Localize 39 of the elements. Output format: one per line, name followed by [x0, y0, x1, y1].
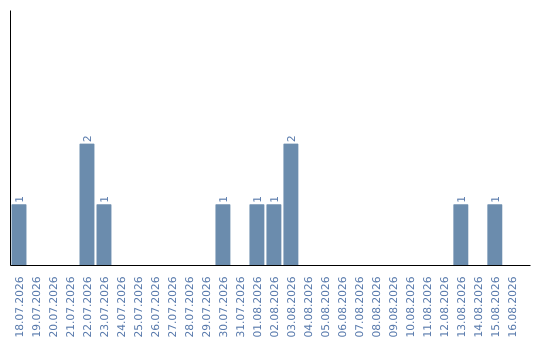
x-tick-label: 19.07.2026: [30, 276, 43, 338]
data-label: 2: [80, 135, 94, 142]
x-tick-label: 29.07.2026: [200, 276, 213, 338]
x-tick-label: 06.08.2026: [336, 276, 349, 338]
x-tick-label: 14.08.2026: [472, 276, 485, 338]
x-tick-label: 01.08.2026: [250, 276, 264, 338]
x-tick-label: 08.08.2026: [370, 276, 383, 338]
x-tick-label: 30.07.2026: [216, 276, 230, 338]
x-tick-label: 23.07.2026: [98, 276, 111, 338]
x-tick-label: 11.08.2026: [420, 276, 434, 338]
data-label: 1: [454, 196, 468, 203]
data-label: 1: [268, 196, 281, 203]
x-tick-label: 03.08.2026: [284, 276, 298, 338]
x-tick-label: 02.08.2026: [268, 276, 281, 338]
x-tick-label: 20.07.2026: [46, 276, 60, 338]
x-tick-label: 28.07.2026: [182, 276, 196, 338]
x-tick-label: 16.08.2026: [506, 276, 519, 338]
x-tick-label: 18.07.2026: [12, 276, 26, 338]
x-tick-label: 24.07.2026: [114, 276, 128, 338]
x-tick-label: 13.08.2026: [454, 276, 468, 338]
x-tick-label: 12.08.2026: [438, 276, 451, 338]
data-label: 1: [98, 196, 111, 203]
x-tick-label: 25.07.2026: [132, 276, 145, 338]
data-label: 1: [488, 196, 502, 203]
x-tick-label: 10.08.2026: [404, 276, 417, 338]
x-tick-label: 05.08.2026: [318, 276, 332, 338]
data-label: 1: [250, 196, 264, 203]
x-tick-label: 07.08.2026: [352, 276, 366, 338]
data-label: 1: [12, 196, 26, 203]
x-tick-label: 27.07.2026: [166, 276, 179, 338]
x-tick-label: 21.07.2026: [64, 276, 77, 338]
data-label: 2: [284, 135, 298, 142]
x-tick-label: 22.07.2026: [80, 276, 94, 338]
x-tick-label: 09.08.2026: [386, 276, 400, 338]
x-tick-label: 31.07.2026: [234, 276, 247, 338]
data-label: 1: [216, 196, 230, 203]
x-tick-label: 15.08.2026: [488, 276, 502, 338]
x-tick-label: 26.07.2026: [148, 276, 162, 338]
x-tick-label: 04.08.2026: [302, 276, 315, 338]
